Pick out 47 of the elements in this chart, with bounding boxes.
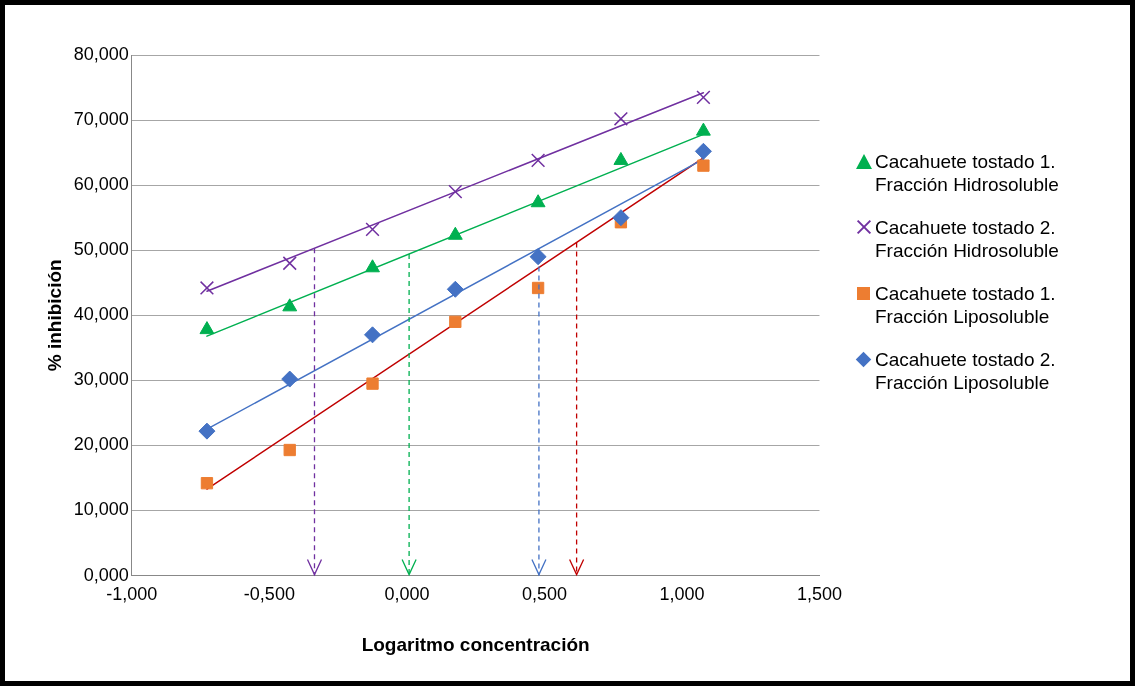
point [365,259,380,273]
point [694,142,712,160]
point [613,111,629,126]
point [198,422,216,440]
point [283,443,296,457]
point [530,194,546,208]
point [446,280,464,298]
y-tick-label: 60,000 [73,174,129,195]
point [282,298,298,312]
point [282,256,297,271]
x-tick-label: 0,000 [384,584,430,605]
y-tick-label: 70,000 [73,109,129,130]
legend-label: Cacahuete tostado 1. Fracción Hidrosoluble [875,150,1060,196]
y-tick-label: 20,000 [73,434,129,455]
legend-label: Cacahuete tostado 2. Fracción Hidrosoluble [875,216,1060,262]
legend-label: Cacahuete tostado 2. Fracción Liposoluble [875,348,1057,394]
point [199,280,215,296]
x-tick-label: 1,500 [796,584,842,605]
point [612,209,630,227]
point [281,370,299,388]
point [530,153,546,168]
y-tick-label: 10,000 [73,499,129,520]
y-tick-label: 0,000 [83,564,129,585]
x-tick-label: -1,000 [106,584,158,605]
y-axis-title: % inhibición [43,259,65,372]
point [447,226,463,240]
y-tick-label: 80,000 [73,43,129,64]
y-tick-label: 50,000 [73,239,129,260]
y-tick-label: 40,000 [73,304,129,325]
point [695,122,711,136]
point [697,159,710,172]
point [365,222,380,237]
point [448,184,463,199]
point [366,377,379,390]
x-tick-label: 1,000 [659,584,705,605]
x-tick-label: 0,500 [521,584,567,605]
point [613,151,629,165]
point [696,90,711,105]
point [200,477,214,490]
legend-label: Cacahuete tostado 1. Fracción Liposoluble [875,282,1057,328]
x-tick-label: -0,500 [243,584,295,605]
point [449,315,462,328]
point [364,326,382,344]
point [529,248,547,266]
y-tick-label: 30,000 [73,369,129,390]
point [199,321,215,335]
x-axis-title: Logaritmo concentración [361,633,590,655]
